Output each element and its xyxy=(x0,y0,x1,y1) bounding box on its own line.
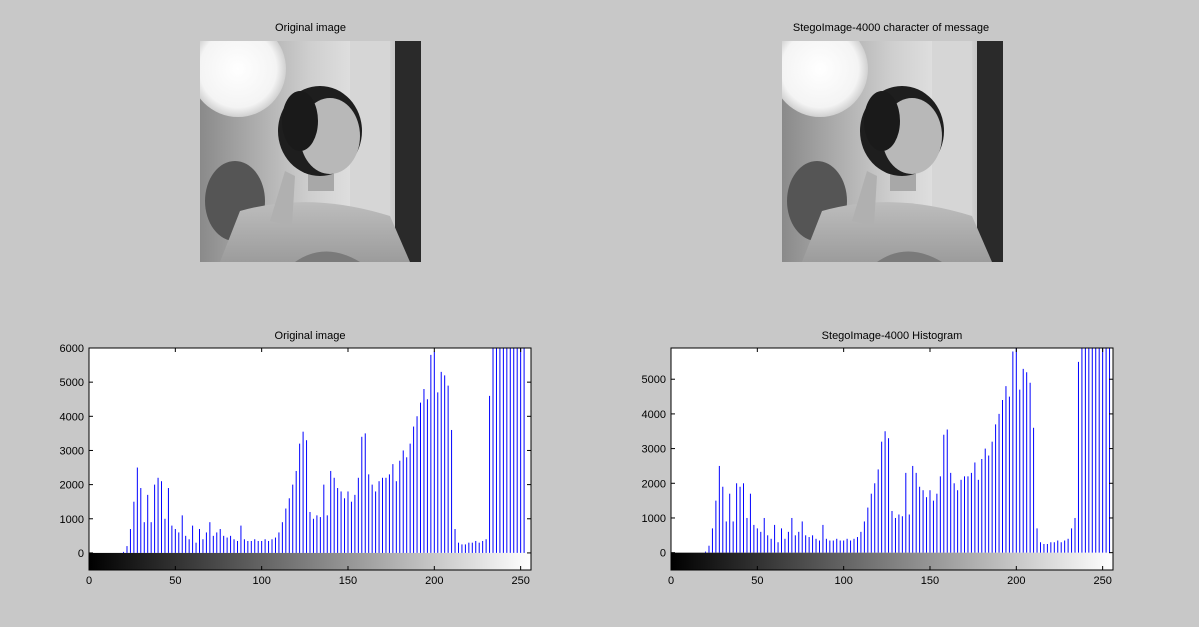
original-x-tick-label: 50 xyxy=(169,575,181,587)
stego-image-title: StegoImage-4000 character of message xyxy=(792,22,990,34)
stego-x-tick-label: 200 xyxy=(1007,575,1025,587)
original-y-tick-label: 1000 xyxy=(60,514,84,526)
original-y-tick-label: 6000 xyxy=(60,343,84,355)
original-axes-frame xyxy=(88,347,532,571)
stego-x-tick-label: 250 xyxy=(1093,575,1111,587)
original-x-tick-label: 200 xyxy=(425,575,443,587)
original-gray-ramp xyxy=(89,552,531,570)
original-y-tick-label: 2000 xyxy=(60,480,84,492)
stego-y-tick-label: 5000 xyxy=(642,374,666,386)
original-y-tick-label: 5000 xyxy=(60,377,84,389)
original-image-title: Original image xyxy=(275,22,346,34)
stego-y-tick-label: 2000 xyxy=(642,478,666,490)
stego-image xyxy=(782,41,1003,262)
stego-y-tick-label: 4000 xyxy=(642,409,666,421)
original-x-tick-label: 150 xyxy=(339,575,357,587)
original-y-tick-label: 0 xyxy=(78,548,84,560)
stego-y-tick-label: 1000 xyxy=(642,513,666,525)
original-image xyxy=(200,41,421,262)
stego-x-tick-label: 50 xyxy=(751,575,763,587)
stego-axes-frame xyxy=(670,347,1114,571)
original-histogram: 0 50 100 150 200 250 0 1000 2000 3000 4000 5000 6000 xyxy=(60,343,532,587)
stego-histogram-title: StegoImage-4000 Histogram xyxy=(821,330,963,342)
stego-x-tick-label: 100 xyxy=(834,575,852,587)
original-histogram-title: Original image xyxy=(274,330,346,342)
original-x-tick-label: 250 xyxy=(511,575,529,587)
stego-x-tick-label: 150 xyxy=(921,575,939,587)
stego-y-tick-label: 3000 xyxy=(642,444,666,456)
stego-photo-graphic xyxy=(782,41,1003,262)
original-photo-graphic xyxy=(200,41,421,262)
stego-y-tick-label: 0 xyxy=(660,548,666,560)
stego-gray-ramp xyxy=(671,552,1113,570)
original-x-tick-label: 0 xyxy=(86,575,92,587)
stego-x-tick-label: 0 xyxy=(668,575,674,587)
original-y-tick-label: 4000 xyxy=(60,411,84,423)
original-y-tick-label: 3000 xyxy=(60,445,84,457)
stego-histogram: 0 50 100 150 200 250 0 1000 2000 3000 4000 5000 xyxy=(642,347,1114,587)
original-x-tick-label: 100 xyxy=(252,575,270,587)
